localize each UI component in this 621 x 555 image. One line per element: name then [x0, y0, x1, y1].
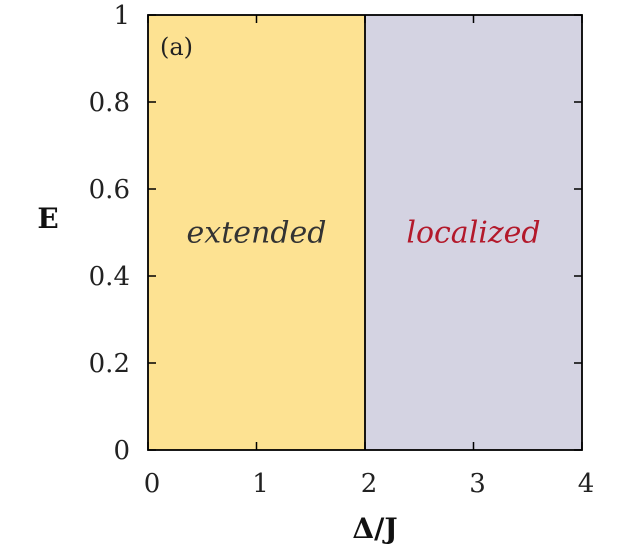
- regions-layer: [148, 15, 582, 450]
- x-tick-label: 1: [252, 469, 269, 499]
- plot-frame: [147, 14, 583, 451]
- y-tick-label: 0.2: [89, 349, 130, 379]
- x-tick-label: 0: [144, 469, 161, 499]
- region-label-extended: extended: [187, 216, 327, 251]
- region-localized: [365, 15, 582, 450]
- panel-label: (a): [160, 33, 193, 61]
- y-tick-label: 0: [113, 436, 130, 466]
- region-labels: extended localized: [187, 216, 541, 251]
- x-tick-label: 2: [361, 469, 378, 499]
- x-tick-label: 3: [469, 469, 486, 499]
- y-tick-labels: 0 0.2 0.4 0.6 0.8 1: [89, 1, 130, 466]
- y-tick-label: 0.4: [89, 262, 130, 292]
- region-label-localized: localized: [406, 216, 540, 251]
- y-tick-label: 1: [113, 1, 130, 31]
- region-extended: [148, 15, 365, 450]
- y-tick-label: 0.6: [89, 175, 130, 205]
- x-axis-title: Δ/J: [352, 512, 397, 545]
- x-tick-label: 4: [578, 469, 595, 499]
- y-tick-label: 0.8: [89, 88, 130, 118]
- y-axis-title: E: [37, 202, 58, 235]
- x-tick-labels: 0 1 2 3 4: [144, 469, 595, 499]
